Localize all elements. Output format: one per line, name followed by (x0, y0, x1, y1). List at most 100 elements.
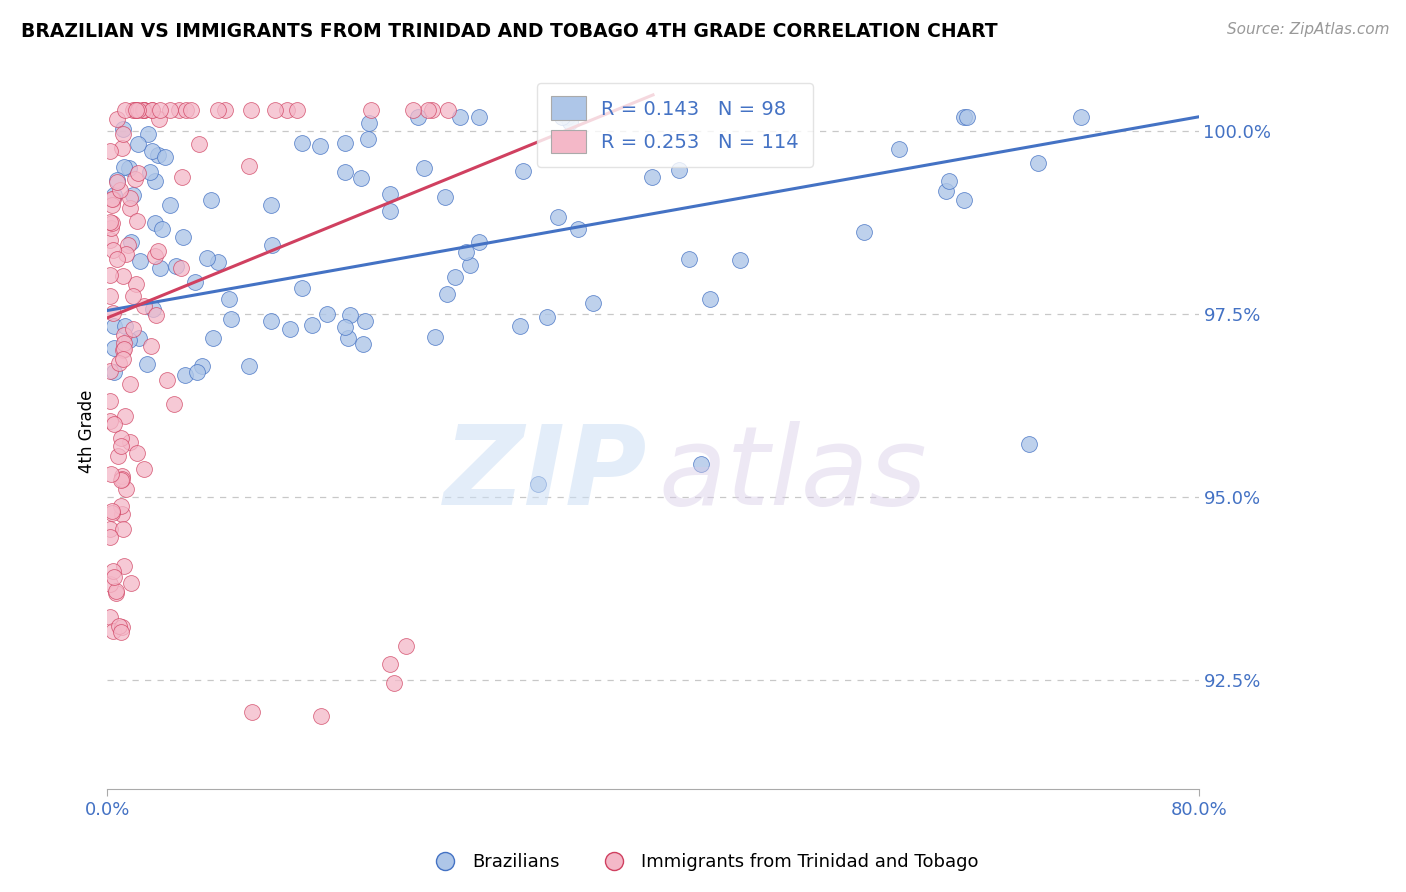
Point (129, 254, 152, 268)
Point (169, 261, 191, 276)
Point (125, 277, 148, 291)
Point (142, 301, 165, 316)
Point (678, 252, 700, 266)
Point (101, 504, 124, 518)
Point (339, 309, 361, 323)
Point (101, 192, 124, 206)
Point (103, 564, 125, 578)
Point (560, 115, 582, 129)
Point (276, 103, 298, 117)
Point (394, 640, 416, 654)
Point (278, 322, 301, 336)
Point (111, 472, 134, 486)
Point (128, 331, 150, 345)
Point (98, 530, 121, 544)
Point (143, 216, 166, 230)
Point (103, 570, 125, 584)
Point (287, 103, 309, 117)
Point (174, 368, 197, 382)
Point (240, 706, 263, 720)
Point (103, 318, 125, 333)
Point (135, 357, 157, 371)
Point (146, 148, 169, 162)
Point (103, 624, 125, 639)
Point (437, 103, 460, 117)
Point (110, 625, 132, 640)
Point (335, 320, 357, 334)
Point (141, 103, 163, 117)
Point (114, 318, 136, 333)
Point (100, 506, 122, 520)
Point (350, 171, 373, 186)
Point (118, 333, 141, 347)
Point (134, 299, 156, 313)
Point (938, 174, 960, 188)
Point (121, 322, 143, 336)
Point (853, 225, 876, 239)
Point (145, 308, 167, 322)
Point (551, 110, 574, 124)
Point (120, 191, 142, 205)
Point (143, 249, 166, 263)
Point (111, 127, 134, 141)
Point (131, 103, 153, 117)
Point (105, 112, 128, 127)
Point (380, 657, 402, 672)
Y-axis label: 4th Grade: 4th Grade (79, 390, 96, 473)
Point (420, 103, 443, 117)
Point (1026, 156, 1049, 170)
Point (418, 103, 440, 117)
Point (100, 467, 122, 481)
Point (98, 289, 121, 303)
Point (260, 198, 283, 212)
Point (536, 310, 558, 324)
Point (107, 450, 129, 464)
Point (117, 238, 139, 252)
Point (110, 439, 132, 453)
Point (458, 258, 481, 272)
Point (103, 417, 125, 432)
Point (378, 204, 401, 219)
Point (138, 127, 160, 141)
Point (120, 201, 142, 215)
Point (127, 166, 149, 180)
Point (1018, 437, 1040, 451)
Point (260, 237, 283, 252)
Point (103, 187, 125, 202)
Point (139, 338, 162, 352)
Point (165, 259, 187, 273)
Point (202, 331, 225, 345)
Point (191, 359, 214, 373)
Point (121, 103, 143, 117)
Point (174, 103, 197, 117)
Point (200, 193, 222, 207)
Point (207, 103, 229, 117)
Point (149, 103, 172, 117)
Point (699, 292, 721, 306)
Point (101, 192, 124, 206)
Point (413, 161, 436, 175)
Point (291, 136, 314, 150)
Point (134, 461, 156, 475)
Point (141, 144, 163, 158)
Point (114, 482, 136, 496)
Point (172, 169, 194, 184)
Point (509, 318, 531, 333)
Point (111, 508, 134, 522)
Point (101, 244, 124, 258)
Point (382, 675, 405, 690)
Point (110, 431, 132, 445)
Point (103, 341, 125, 355)
Point (221, 311, 243, 326)
Point (105, 583, 128, 598)
Point (122, 289, 145, 303)
Point (100, 221, 122, 235)
Text: Source: ZipAtlas.com: Source: ZipAtlas.com (1226, 22, 1389, 37)
Point (111, 343, 134, 358)
Point (163, 397, 186, 411)
Point (156, 373, 179, 387)
Point (148, 112, 170, 126)
Point (433, 190, 456, 204)
Point (148, 244, 170, 259)
Point (238, 159, 260, 173)
